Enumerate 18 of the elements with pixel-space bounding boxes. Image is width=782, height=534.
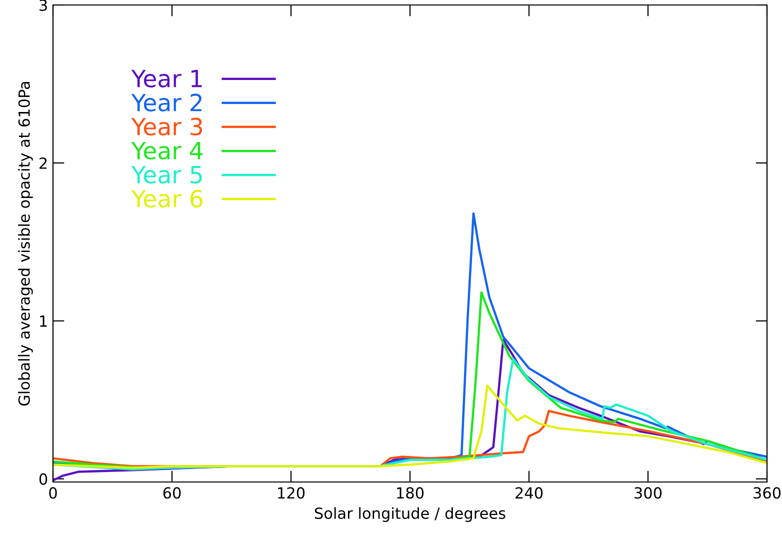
y-tick-label: 1 xyxy=(40,316,47,327)
legend-label: Year 3 xyxy=(131,118,202,136)
legend-label: Year 1 xyxy=(131,70,202,88)
y-tick-label: 0 xyxy=(39,473,48,485)
x-axis-title: Solar longitude / degrees xyxy=(314,507,506,522)
legend-label: Year 4 xyxy=(131,142,203,160)
x-tick-label: 0 xyxy=(49,487,57,499)
x-tick-label: 360 xyxy=(754,487,781,499)
x-tick-label: 240 xyxy=(516,487,543,499)
legend-label: Year 6 xyxy=(131,190,202,208)
y-tick-label: 2 xyxy=(40,157,47,169)
legend-label: Year 5 xyxy=(131,166,202,184)
x-tick-label: 60 xyxy=(163,487,181,499)
x-tick-label: 180 xyxy=(397,487,424,499)
x-tick-label: 120 xyxy=(278,487,305,499)
y-axis-title: Globally averaged visible opacity at 610Pa xyxy=(18,82,33,406)
legend-label: Year 2 xyxy=(131,94,202,112)
x-tick-label: 300 xyxy=(634,487,662,499)
